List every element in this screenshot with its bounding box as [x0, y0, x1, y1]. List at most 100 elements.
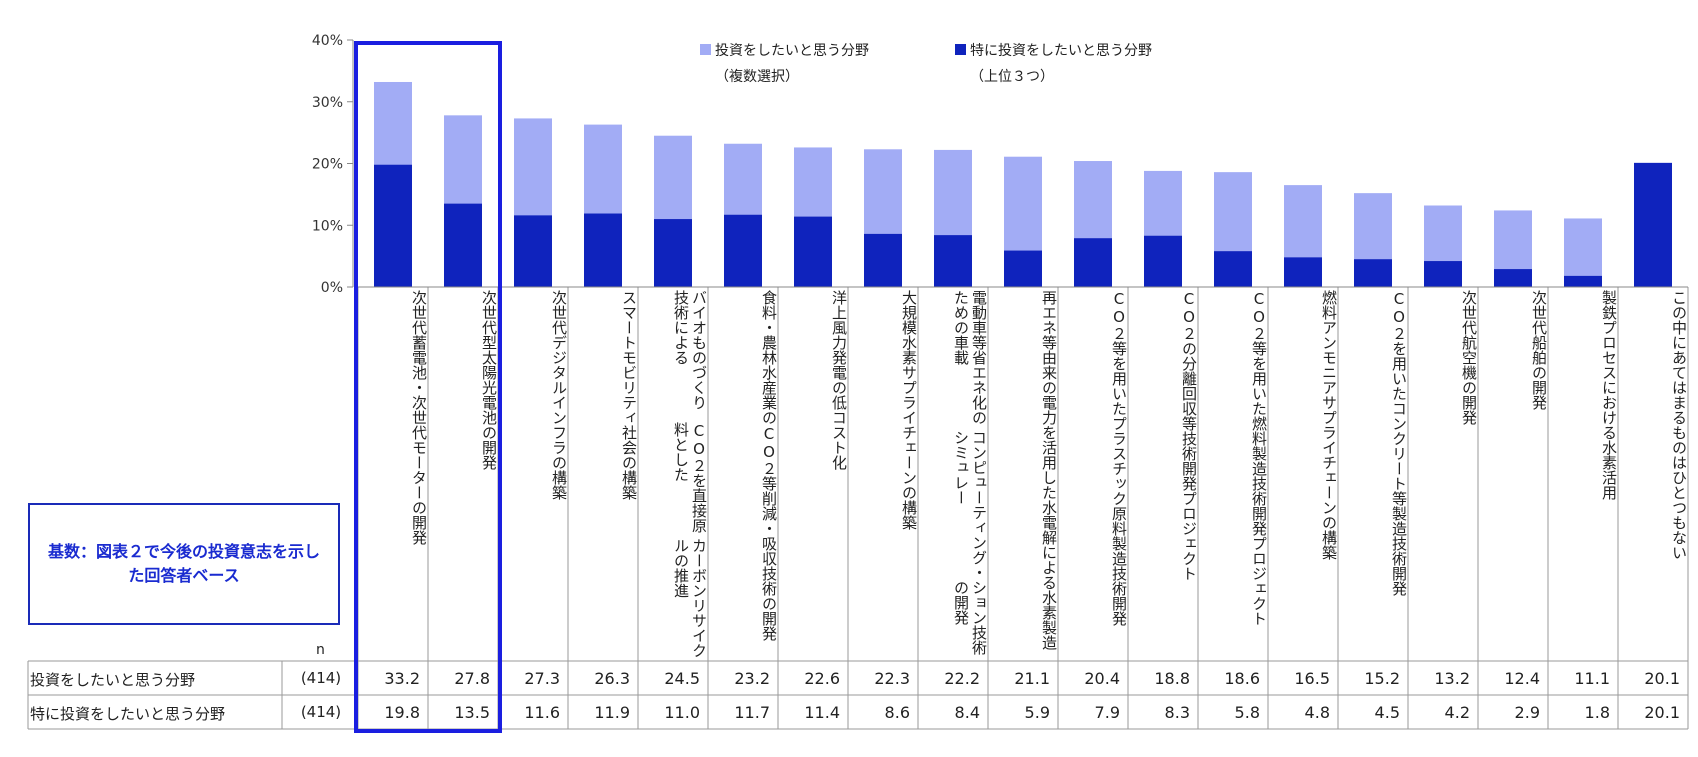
category-label-line: CO２の分離回収等: [1180, 290, 1198, 431]
bar-priority-invest: [864, 233, 902, 287]
category-label: 製鉄プロセスにおける水素活用: [1548, 290, 1618, 660]
table-cell: 15.2: [1364, 669, 1400, 688]
category-label-line: 構築: [900, 500, 918, 530]
table-cell: 11.7: [734, 703, 770, 722]
table-cell: 8.3: [1164, 703, 1190, 722]
category-label: 次世代型太陽光電池の開発: [428, 290, 498, 660]
table-cell: 11.0: [664, 703, 700, 722]
table-cell: 21.1: [1014, 669, 1050, 688]
table-cell: 5.9: [1024, 703, 1050, 722]
category-label: 次世代船舶の開発: [1478, 290, 1548, 660]
table-row-label: 特に投資をしたいと思う分野: [30, 705, 226, 723]
category-label: 大規模水素サプライチェーンの 構築: [848, 290, 918, 660]
table-cell: 27.3: [524, 669, 560, 688]
table-cell: 4.5: [1374, 703, 1400, 722]
category-label-line: 再エネ等由来の電力を活用した: [1040, 290, 1058, 500]
category-label: この中にあてはまるものは ひとつもない: [1618, 290, 1688, 660]
bar-priority-invest: [1284, 257, 1322, 287]
y-tick-label: 20%: [312, 157, 343, 173]
category-label: CO２等を用いた 燃料製造技術開発プロジェクト: [1198, 290, 1268, 660]
bar-priority-invest: [444, 203, 482, 287]
bars: [358, 81, 1688, 288]
table-cell: 27.8: [454, 669, 490, 688]
category-label-line: 次世代型太陽光電池の開発: [480, 290, 498, 470]
base-note-text: 基数：図表２で今後の投資意志を示した回答者ベース: [47, 542, 320, 585]
table-cell: 22.2: [944, 669, 980, 688]
category-label: 次世代航空機の開発: [1408, 290, 1478, 660]
category-label: CO２を用いた コンクリート等製造技術開発: [1338, 290, 1408, 660]
table-cell: 2.9: [1514, 703, 1540, 722]
legend-label: 投資をしたいと思う分野: [715, 43, 869, 59]
bar-priority-invest: [934, 235, 972, 287]
bar-priority-invest: [724, 214, 762, 287]
legend-label: 特に投資をしたいと思う分野: [970, 43, 1152, 59]
bar-priority-invest: [1494, 269, 1532, 287]
category-label-line: この中にあてはまるものは: [1670, 290, 1688, 470]
bar-priority-invest: [1354, 259, 1392, 287]
table-cell: 12.4: [1504, 669, 1540, 688]
category-label-line: ひとつもない: [1670, 470, 1688, 560]
y-tick-label: 40%: [312, 33, 343, 49]
category-label-line: 水電解による水素製造: [1040, 500, 1058, 650]
category-label-line: CO２を直接原料とした: [672, 422, 708, 534]
category-label: 燃料アンモニアサプライチェーンの 構築: [1268, 290, 1338, 660]
table-cell: 13.5: [454, 703, 490, 722]
category-label-line: CO２等を用いた: [1110, 290, 1128, 416]
category-label: 次世代蓄電池・ 次世代モーターの開発: [358, 290, 428, 660]
legend-note: （上位３つ）: [970, 69, 1054, 85]
category-label: 電動車等省エネ化のための車載 コンピューティング・シミュレー ション技術の開発: [918, 290, 988, 660]
category-label-line: 燃料製造技術開発プロジェクト: [1250, 416, 1268, 626]
table-cell: 11.9: [594, 703, 630, 722]
table-cell: 26.3: [594, 669, 630, 688]
category-label: 再エネ等由来の電力を活用した 水電解による水素製造: [988, 290, 1058, 660]
bar-invest: [1564, 218, 1602, 287]
n-header: n: [316, 642, 325, 658]
category-label-line: 次世代デジタルインフラの構築: [550, 290, 568, 500]
bar-priority-invest: [1004, 250, 1042, 287]
category-label: 次世代デジタルインフラの構築: [498, 290, 568, 660]
table-cell: 8.4: [954, 703, 980, 722]
table-cell: 23.2: [734, 669, 770, 688]
table-n-value: (414): [300, 669, 342, 687]
category-label-line: 次世代モーターの開発: [410, 395, 428, 545]
table-cell: 11.1: [1574, 669, 1610, 688]
category-label-line: 次世代船舶の開発: [1530, 290, 1548, 410]
y-tick-label: 0%: [321, 280, 343, 296]
bar-priority-invest: [1144, 235, 1182, 287]
category-label: CO２等を用いた プラスチック原料製造技術開発: [1058, 290, 1128, 660]
bar-priority-invest: [1634, 162, 1672, 287]
bar-priority-invest: [514, 215, 552, 287]
category-label-line: プラスチック原料製造技術開発: [1110, 416, 1128, 626]
category-label-line: 製鉄プロセスにおける水素活用: [1600, 290, 1618, 500]
bar-priority-invest: [584, 213, 622, 287]
category-label-line: 次世代蓄電池・: [410, 290, 428, 395]
category-label-line: CO２等を用いた: [1250, 290, 1268, 416]
table-cell: 22.3: [874, 669, 910, 688]
table-cell: 24.5: [664, 669, 700, 688]
table-row-label: 投資をしたいと思う分野: [30, 671, 196, 689]
bar-priority-invest: [654, 219, 692, 287]
category-label: バイオものづくり技術による CO２を直接原料としたカーボンリサイクルの推進: [638, 290, 708, 660]
category-label-line: ション技術の開発: [952, 580, 988, 655]
category-label-line: CO２を用いた: [1390, 290, 1408, 401]
y-axis: 0% 10% 20% 30% 40%: [312, 33, 354, 296]
table-cell: 20.1: [1644, 703, 1680, 722]
table-cell: 18.8: [1154, 669, 1190, 688]
table-cell: 8.6: [884, 703, 910, 722]
bar-priority-invest: [374, 164, 412, 287]
bar-priority-invest: [1424, 261, 1462, 287]
y-tick-label: 10%: [312, 218, 343, 234]
category-label-line: コンピューティング・シミュレー: [952, 430, 988, 580]
category-label-line: 構築: [1320, 530, 1338, 560]
category-label-line: 洋上風力発電の低コスト化: [830, 290, 848, 470]
table-cell: 33.2: [384, 669, 420, 688]
table-n-value: (414): [300, 703, 342, 721]
category-label: 洋上風力発電の低コスト化: [778, 290, 848, 660]
table-cell: 4.8: [1304, 703, 1330, 722]
category-label-line: バイオものづくり技術による: [672, 290, 708, 410]
category-label-line: 燃料アンモニアサプライチェーンの: [1320, 290, 1338, 530]
category-label-line: カーボンリサイクルの推進: [672, 538, 708, 659]
table-cell: 16.5: [1294, 669, 1330, 688]
table-cell: 11.4: [804, 703, 840, 722]
table-cell: 7.9: [1094, 703, 1120, 722]
